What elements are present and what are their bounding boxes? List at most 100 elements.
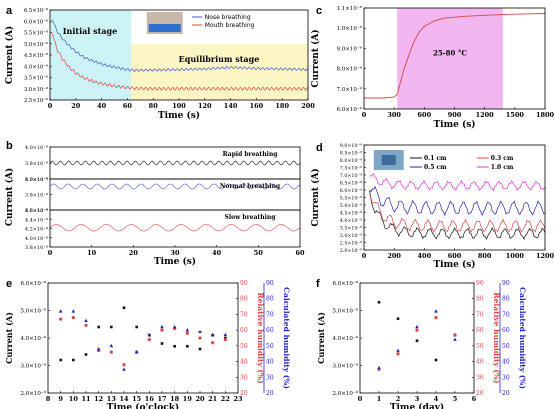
panel-c-xtick-label: 900 xyxy=(448,111,462,119)
panel-d-ytick-label: 2.5×10⁻⁹ xyxy=(340,241,362,247)
panel-f-current-point xyxy=(415,339,419,343)
panel-e-xtick-label: 20 xyxy=(195,395,205,403)
panel-e-current-point xyxy=(110,325,113,329)
panel-e-xlabel: Time (o'clock) xyxy=(107,402,179,409)
panel-f-rtick-label-red: 90 xyxy=(476,280,484,287)
panel-e-current-point xyxy=(72,358,75,362)
panel-b-0-ytick-label: 3.8×10⁻⁸ xyxy=(25,161,48,167)
panel-a-ytick-label: 2.5×10⁻⁸ xyxy=(24,98,48,104)
panel-e-xtick-label: 22 xyxy=(221,395,230,403)
panel-d-xtick-label: 1000 xyxy=(506,252,525,260)
panel-a-xtick-label: 180 xyxy=(275,102,289,110)
panel-b-2-ytick-label: 4.2×10⁻⁸ xyxy=(25,227,48,233)
panel-e-xtick-label: 18 xyxy=(170,395,180,403)
panel-f-xtick-label: 6 xyxy=(472,395,477,403)
panel-f-ytick-label: 4.0×10⁻⁸ xyxy=(333,335,359,342)
panel-a-xtick-label: 100 xyxy=(172,102,186,110)
panel-e-current-point xyxy=(135,325,138,329)
panel-e-xtick-label: 21 xyxy=(208,395,217,403)
panel-e-xtick-label: 11 xyxy=(81,395,90,403)
panel-e-rtick-label-red: 80 xyxy=(240,296,248,303)
panel-f-current-point xyxy=(396,317,400,321)
legend-label-0: Nose breathing xyxy=(205,14,251,21)
plot-layer: Initial stage Equilibrium stage Nose breat… xyxy=(4,5,554,409)
panel-label-b: b xyxy=(6,140,13,152)
panel-d-xtick-label: 800 xyxy=(478,252,492,260)
heating-region xyxy=(397,8,503,109)
panel-f-ytick-label: 6.0×10⁻⁸ xyxy=(333,280,359,287)
panel-e-calculated-humidity-point xyxy=(58,309,63,313)
panel-f-ytick-label: 3.0×10⁻⁸ xyxy=(333,363,359,370)
panel-d-ytick-label: 8.0×10⁻⁹ xyxy=(340,158,362,164)
panel-e-relative-humidity-point xyxy=(185,331,189,335)
panel-f-ytick-label: 5.0×10⁻⁸ xyxy=(333,308,359,315)
legend-label-d-2: 0.5 cm xyxy=(424,164,447,171)
panel-c-ytick-label: 6.0×10⁻⁹ xyxy=(337,106,363,113)
panel-c-xtick-label: 600 xyxy=(418,111,432,119)
panel-e-xtick-label: 10 xyxy=(69,395,79,403)
panel-a-ytick-label: 4.0×10⁻⁸ xyxy=(24,64,48,70)
panel-e-calculated-humidity-point xyxy=(147,332,152,337)
panel-b-xtick-label: 60 xyxy=(295,249,305,257)
panel-f-ylabel: Current (A) xyxy=(316,312,326,364)
distance-line-0-5-cm xyxy=(369,185,546,217)
panel-c-xtick-label: 1500 xyxy=(506,111,525,119)
panel-b-ylabel: Current (A) xyxy=(4,168,15,226)
panel-a-xtick-label: 40 xyxy=(97,102,107,110)
panel-f-rtick-label-red: 80 xyxy=(476,296,484,303)
panel-a-xtick-label: 80 xyxy=(149,102,159,110)
panel-e-calculated-humidity-point xyxy=(96,347,101,351)
initial-stage-label: Initial stage xyxy=(63,26,117,36)
panel-a-ytick-label: 5.0×10⁻⁸ xyxy=(24,42,48,48)
panel-f-rtick-label-blue: 40 xyxy=(502,359,510,366)
panel-f-calculated-humidity-point xyxy=(453,337,457,341)
panel-label-f: f xyxy=(316,278,320,290)
panel-e-calculated-humidity-point xyxy=(185,328,190,332)
panel-b-xtick-label: 20 xyxy=(129,249,139,257)
panel-a-ytick-label: 4.5×10⁻⁸ xyxy=(24,53,48,59)
series-line-nose-breathing xyxy=(52,19,309,72)
panel-f-rtick-label-red: 50 xyxy=(476,343,484,350)
panel-f-frame xyxy=(359,282,475,394)
panel-f-rtick-label-blue: 80 xyxy=(502,296,510,303)
panel-e-current-point xyxy=(122,306,126,310)
subplot-label-0: Rapid breathing xyxy=(223,151,279,158)
panel-f-rtick-label-blue: 70 xyxy=(502,311,510,318)
panel-e-ytick-label: 3.0×10⁻⁸ xyxy=(21,363,47,370)
panel-label-e: e xyxy=(6,278,12,290)
panel-c-ytick-label: 1.1×10⁻⁸ xyxy=(337,5,363,12)
panel-e-frame xyxy=(47,282,239,394)
panel-e-rtick-label-red: 70 xyxy=(240,311,248,318)
panel-e-xtick-label: 16 xyxy=(145,395,155,403)
panel-c-xtick-label: 1800 xyxy=(536,111,554,119)
panel-e-relative-humidity-point xyxy=(160,328,164,332)
panel-a-xtick-label: 140 xyxy=(224,102,238,110)
panel-e-ylabel-right1: Relative humidity (%) xyxy=(256,292,265,383)
panel-a-ytick-label: 3.5×10⁻⁸ xyxy=(24,76,48,82)
panel-a-xtick-label: 200 xyxy=(301,102,315,110)
panel-a-ytick-label: 3.0×10⁻⁸ xyxy=(24,87,48,93)
panel-e-relative-humidity-point xyxy=(59,317,63,321)
panel-f-relative-humidity-point xyxy=(396,352,400,356)
panel-e-calculated-humidity-point xyxy=(210,332,215,337)
panel-c-xtick-label: 0 xyxy=(362,111,367,119)
panel-d-ytick-label: 8.5×10⁻⁹ xyxy=(340,151,362,157)
panel-e-rtick-label-red: 60 xyxy=(240,327,248,334)
panel-e-calculated-humidity-point xyxy=(160,325,164,329)
panel-e-calculated-humidity-point xyxy=(172,325,177,329)
panel-f-xtick-label: 0 xyxy=(358,395,363,403)
panel-f-rtick-label-blue: 50 xyxy=(502,343,510,350)
panel-f-rtick-label-red: 60 xyxy=(476,327,484,334)
panel-a-xtick-label: 0 xyxy=(48,102,53,110)
panel-e-current-point xyxy=(97,325,100,329)
panel-d-ytick-label: 3.5×10⁻⁹ xyxy=(340,226,362,232)
panel-a-ytick-label: 6.5×10⁻⁸ xyxy=(24,8,48,14)
panel-e-rtick-label-blue: 70 xyxy=(266,311,274,318)
panel-e-relative-humidity-point xyxy=(147,337,151,342)
panel-f-xtick-label: 4 xyxy=(434,395,439,403)
panel-d-xlabel: Time (s) xyxy=(433,259,475,270)
distance-photo-device xyxy=(381,155,396,165)
subplot-line-0 xyxy=(49,160,300,166)
panel-c-ytick-label: 1.0×10⁻⁸ xyxy=(337,25,363,32)
